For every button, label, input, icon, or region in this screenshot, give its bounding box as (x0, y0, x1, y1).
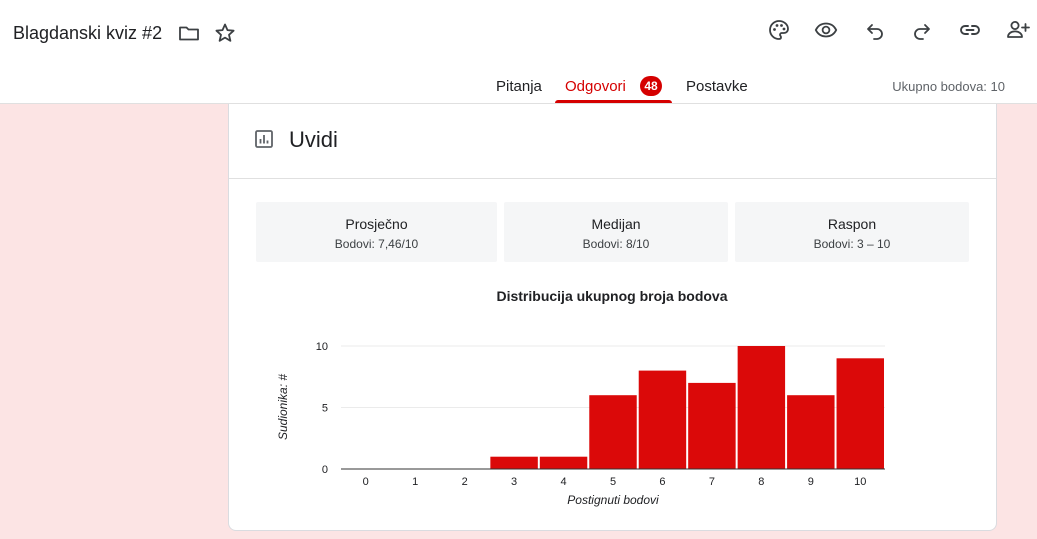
stat-average-label: Prosječno (345, 216, 408, 232)
active-tab-indicator (555, 100, 672, 103)
chart-y-tick-label: 0 (322, 464, 328, 476)
folder-icon[interactable] (177, 21, 201, 45)
chart-title: Distribucija ukupnog broja bodova (496, 288, 727, 304)
chart-x-axis-label: Postignuti bodovi (567, 493, 659, 507)
chart-bar[interactable] (539, 456, 588, 469)
chart-x-tick-label: 8 (758, 476, 764, 488)
add-person-icon[interactable] (1005, 17, 1031, 43)
stat-median-value: Bodovi: 8/10 (582, 237, 650, 251)
stat-median-label: Medijan (591, 216, 641, 232)
top-bar: Blagdanski kviz #2 Pitanja Odgovori 48 P… (0, 0, 1037, 104)
redo-icon[interactable] (909, 17, 935, 43)
undo-icon[interactable] (862, 17, 888, 43)
insights-card: Uvidi Prosječno Bodovi: 7,46/10 Medijan … (228, 104, 997, 531)
chart-bar[interactable] (688, 382, 736, 469)
chart-bar[interactable] (737, 346, 786, 469)
form-title[interactable]: Blagdanski kviz #2 (13, 23, 163, 43)
chart-x-tick-label: 6 (659, 476, 665, 488)
responses-count-badge: 48 (640, 76, 662, 96)
chart-bar[interactable] (490, 456, 538, 469)
chart-x-tick-label: 4 (560, 476, 566, 488)
insights-title: Uvidi (289, 127, 338, 152)
tab-bar: Pitanja Odgovori 48 Postavke Ukupno bodo… (0, 70, 1037, 104)
chart-bar[interactable] (589, 395, 637, 469)
chart-bar[interactable] (787, 395, 835, 469)
eye-icon[interactable] (813, 17, 839, 43)
stat-average-value: Bodovi: 7,46/10 (334, 237, 419, 251)
chart-x-tick-label: 9 (808, 476, 814, 488)
insights-header: Uvidi (229, 104, 996, 179)
chart-y-axis-label: Sudionika: # (276, 374, 290, 440)
chart-bar[interactable] (638, 370, 687, 469)
link-icon[interactable] (957, 17, 983, 43)
chart-x-tick-label: 5 (610, 476, 616, 488)
stat-average: Prosječno Bodovi: 7,46/10 (256, 202, 497, 262)
stat-range-label: Raspon (827, 216, 877, 232)
tab-questions[interactable]: Pitanja (496, 78, 542, 95)
star-icon[interactable] (213, 21, 237, 45)
palette-icon[interactable] (766, 17, 792, 43)
chart-x-tick-label: 3 (511, 476, 517, 488)
tab-responses[interactable]: Odgovori (565, 78, 626, 95)
chart-y-tick-label: 10 (316, 341, 328, 353)
score-distribution-chart: Distribucija ukupnog broja bodova Sudion… (276, 288, 885, 507)
chart-x-tick-label: 10 (854, 476, 866, 488)
chart-bar[interactable] (836, 358, 884, 469)
stat-range: Raspon Bodovi: 3 – 10 (735, 202, 969, 262)
chart-y-tick-label: 5 (322, 403, 328, 415)
stat-median: Medijan Bodovi: 8/10 (504, 202, 728, 262)
stat-range-value: Bodovi: 3 – 10 (813, 237, 891, 251)
tab-settings[interactable]: Postavke (686, 78, 748, 95)
chart-x-tick-label: 2 (462, 476, 468, 488)
total-points-label: Ukupno bodova: 10 (892, 79, 1005, 94)
chart-x-tick-label: 1 (412, 476, 418, 488)
chart-x-tick-label: 7 (709, 476, 715, 488)
insights-chart-icon (254, 129, 274, 149)
chart-x-tick-label: 0 (363, 476, 369, 488)
